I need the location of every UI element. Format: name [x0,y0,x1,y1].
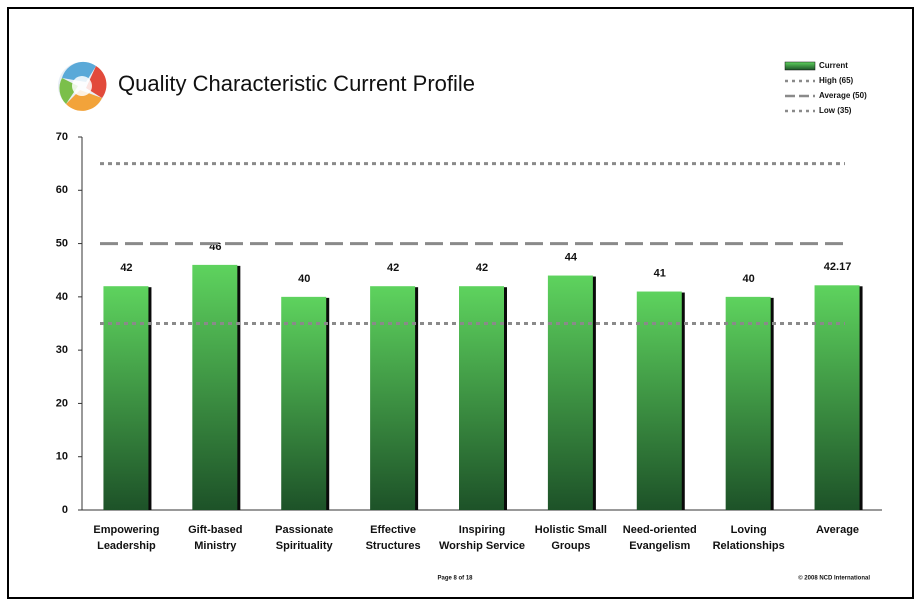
footer: Page 8 of 18 [437,576,473,582]
chart-title: Quality Characteristic Current Profile [118,71,475,96]
data-label: 44 [565,251,578,263]
data-label: 42 [120,262,132,274]
data-label: 42 [387,262,399,274]
data-label: 41 [654,267,666,279]
y-tick-label: 10 [56,451,68,463]
x-tick-label: Holistic Small Groups [534,524,607,552]
x-tick-label: Effective Structures [365,524,421,552]
data-label: 40 [298,273,310,285]
y-tick-label: 40 [56,291,68,303]
y-tick-label: 70 [56,131,68,143]
bar [636,291,682,510]
frame [7,7,914,599]
x-tick-label: Empowering Leadership [93,524,160,552]
legend-label: Average (50) [819,91,867,100]
bar [103,286,149,510]
x-tick-label: Passionate Spirituality [275,524,334,552]
x-tick-label: Inspiring Worship Service [439,524,525,552]
y-tick-label: 30 [56,344,68,356]
logo [58,61,107,111]
legend-label: Low (35) [819,106,852,115]
y-tick-label: 20 [56,397,68,409]
y-tick-label: 50 [56,237,68,249]
data-label: 42 [476,262,488,274]
copyright: © 2008 NCD International [798,575,870,582]
bar [459,286,504,510]
legend-swatch [784,61,816,71]
y-tick-label: 60 [56,184,68,196]
x-tick-label: Need-oriented Evangelism [622,524,697,552]
data-label: 42.17 [824,261,852,273]
x-tick-label: Loving Relationships [712,524,785,552]
bar [547,275,593,510]
bar [370,286,416,510]
legend-label: Current [819,61,848,70]
legend-label: High (65) [819,76,854,85]
x-tick-label: Average [816,524,860,536]
x-tick-label: Gift-based Ministry [188,524,243,552]
bar [192,264,238,510]
y-tick-label: 0 [62,504,68,516]
bar [814,285,860,510]
bar [281,296,327,510]
data-label: 40 [743,273,755,285]
bar [725,296,771,510]
